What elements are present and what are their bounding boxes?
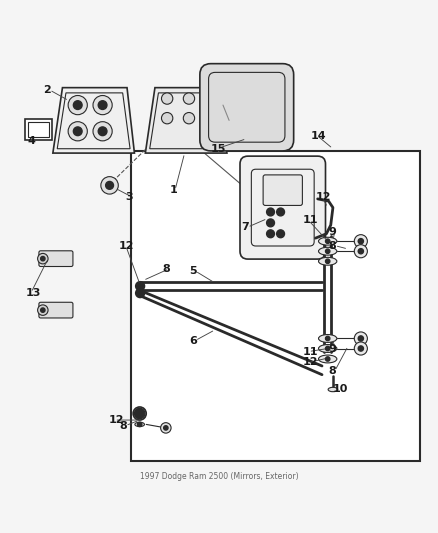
Circle shape	[325, 357, 329, 361]
FancyBboxPatch shape	[251, 169, 314, 246]
Circle shape	[357, 248, 363, 254]
Circle shape	[163, 426, 168, 430]
Text: 14: 14	[311, 131, 326, 141]
Ellipse shape	[318, 247, 336, 255]
Bar	[131, 151, 419, 461]
Circle shape	[353, 342, 367, 355]
Ellipse shape	[318, 355, 336, 363]
Circle shape	[93, 122, 112, 141]
Circle shape	[357, 239, 363, 244]
Text: 1: 1	[169, 185, 177, 195]
Circle shape	[73, 101, 82, 109]
Circle shape	[266, 208, 274, 216]
Circle shape	[183, 112, 194, 124]
Circle shape	[68, 95, 87, 115]
Text: 12: 12	[302, 358, 317, 367]
Circle shape	[136, 282, 143, 289]
Text: 8: 8	[328, 240, 336, 251]
Circle shape	[41, 308, 45, 312]
Bar	[25, 119, 51, 140]
Circle shape	[266, 230, 274, 238]
Circle shape	[136, 289, 143, 296]
FancyBboxPatch shape	[199, 63, 293, 151]
Text: 11: 11	[302, 346, 317, 357]
Ellipse shape	[135, 282, 144, 290]
Polygon shape	[149, 93, 222, 149]
Circle shape	[353, 332, 367, 345]
Circle shape	[41, 256, 45, 261]
Circle shape	[325, 259, 329, 263]
Text: 15: 15	[210, 144, 226, 154]
Circle shape	[183, 93, 194, 104]
Circle shape	[353, 245, 367, 258]
Ellipse shape	[134, 422, 144, 426]
Circle shape	[325, 239, 329, 244]
Ellipse shape	[135, 289, 144, 297]
Circle shape	[134, 408, 145, 419]
Circle shape	[357, 346, 363, 351]
Circle shape	[161, 112, 173, 124]
FancyBboxPatch shape	[39, 251, 73, 266]
Circle shape	[73, 127, 82, 135]
Polygon shape	[57, 93, 130, 149]
Circle shape	[325, 336, 329, 341]
Ellipse shape	[318, 335, 336, 342]
Text: 11: 11	[302, 215, 317, 225]
Text: 7: 7	[241, 222, 248, 232]
Circle shape	[137, 422, 141, 426]
Text: 8: 8	[162, 264, 170, 273]
Circle shape	[276, 230, 284, 238]
Ellipse shape	[318, 237, 336, 245]
Text: 13: 13	[25, 288, 41, 297]
Text: 12: 12	[315, 192, 330, 201]
Text: 5: 5	[188, 266, 196, 276]
FancyBboxPatch shape	[262, 175, 302, 205]
Circle shape	[98, 101, 107, 109]
Ellipse shape	[133, 407, 146, 420]
Polygon shape	[145, 87, 226, 153]
FancyBboxPatch shape	[39, 302, 73, 318]
Circle shape	[325, 346, 329, 351]
Circle shape	[98, 127, 107, 135]
Bar	[28, 122, 48, 137]
Text: 8: 8	[119, 421, 127, 431]
Text: 10: 10	[332, 384, 347, 394]
FancyBboxPatch shape	[240, 156, 325, 259]
Circle shape	[353, 235, 367, 248]
Text: 2: 2	[43, 85, 50, 95]
Circle shape	[276, 208, 284, 216]
Circle shape	[106, 181, 113, 189]
Circle shape	[38, 305, 48, 316]
Text: 9: 9	[328, 227, 336, 237]
Text: 3: 3	[125, 192, 133, 201]
Polygon shape	[53, 87, 134, 153]
Ellipse shape	[318, 344, 336, 352]
Circle shape	[325, 249, 329, 253]
Text: 8: 8	[328, 366, 336, 376]
Ellipse shape	[318, 257, 336, 265]
Circle shape	[68, 122, 87, 141]
Circle shape	[160, 423, 171, 433]
Circle shape	[266, 219, 274, 227]
Circle shape	[357, 336, 363, 341]
FancyBboxPatch shape	[208, 72, 284, 142]
Text: 4: 4	[28, 136, 35, 146]
Text: 6: 6	[188, 336, 196, 346]
Text: 1997 Dodge Ram 2500 (Mirrors, Exterior): 1997 Dodge Ram 2500 (Mirrors, Exterior)	[140, 472, 298, 481]
Text: 12: 12	[108, 415, 124, 425]
Circle shape	[161, 93, 173, 104]
Ellipse shape	[327, 387, 337, 392]
Text: 12: 12	[119, 240, 134, 251]
Circle shape	[93, 95, 112, 115]
Circle shape	[101, 176, 118, 194]
Text: 9: 9	[328, 344, 336, 354]
Circle shape	[38, 253, 48, 264]
